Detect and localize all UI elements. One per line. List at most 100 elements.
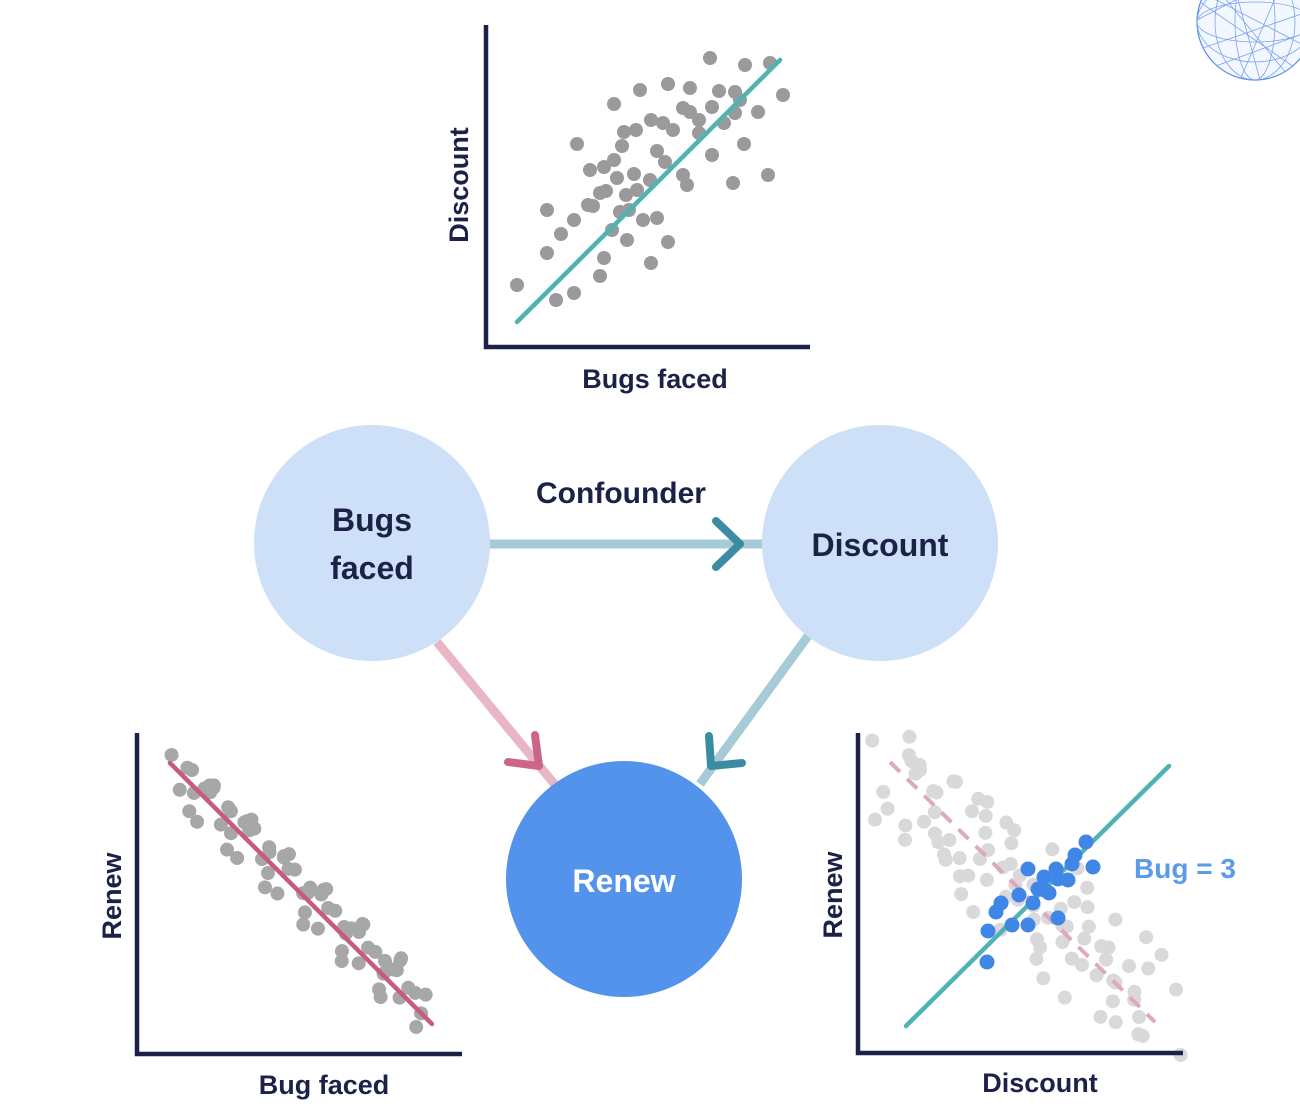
scatter-point: [554, 227, 568, 241]
scatter-point: [898, 832, 913, 847]
scatter-point: [712, 84, 726, 98]
scatter-point: [680, 178, 694, 192]
scatter-point: [978, 808, 993, 823]
scatter-point: [954, 887, 969, 902]
scatter-point: [180, 760, 195, 775]
axes: [855, 733, 1183, 1056]
scatter-point: [676, 101, 690, 115]
scatter-point: [164, 747, 179, 762]
scatter-point: [1131, 1027, 1146, 1042]
scatter-point: [615, 139, 629, 153]
scatter-point: [1078, 834, 1094, 850]
regression-line: [167, 760, 435, 1027]
scatter-point: [644, 256, 658, 270]
scatter-point: [230, 850, 245, 865]
scatter-point: [1131, 1010, 1146, 1025]
plot-top: Bugs faced Discount: [444, 25, 810, 394]
scatter-point: [607, 97, 621, 111]
scatter-point: [296, 917, 311, 932]
scatter-point: [540, 203, 554, 217]
scatter-point: [1094, 939, 1109, 954]
svg-text:Renew: Renew: [572, 863, 675, 899]
scatter-point: [261, 866, 276, 881]
scatter-point: [636, 213, 650, 227]
scatter-point: [1036, 882, 1052, 898]
scatter-point: [1077, 931, 1092, 946]
scatter-point: [705, 148, 719, 162]
scatter-point: [1139, 930, 1154, 945]
scatter-point: [567, 286, 581, 300]
scatter-point: [351, 925, 366, 940]
scatter-point: [617, 125, 631, 139]
scatter-point: [321, 900, 336, 915]
scatter-point: [510, 278, 524, 292]
scatter-point: [927, 805, 942, 820]
scatter-point: [583, 163, 597, 177]
scatter-point: [373, 990, 388, 1005]
scatter-point: [593, 269, 607, 283]
scatter-point: [586, 199, 600, 213]
svg-text:faced: faced: [330, 550, 414, 586]
scatter-point: [980, 923, 996, 939]
scatter-point: [1004, 836, 1019, 851]
scatter-point: [979, 872, 994, 887]
scatter-point: [570, 137, 584, 151]
scatter-point: [880, 801, 895, 816]
scatter-point: [314, 887, 329, 902]
scatter-point: [630, 183, 644, 197]
scatter-point: [1050, 910, 1066, 926]
scatter-point: [1020, 861, 1036, 877]
scatter-point: [1154, 947, 1169, 962]
highlighted-points: [979, 834, 1101, 970]
overall-trend-dashed: [888, 760, 1157, 1024]
scatter-point: [1007, 823, 1022, 838]
scatter-point: [182, 804, 197, 819]
scatter-point: [937, 847, 952, 862]
scatter-point: [276, 850, 291, 865]
regression-line: [514, 57, 783, 325]
scatter-point: [901, 748, 916, 763]
x-axis-label: Discount: [982, 1068, 1098, 1098]
scatter-point: [656, 116, 670, 130]
node-discount: Discount: [762, 425, 998, 661]
scatter-point: [303, 880, 318, 895]
scatter-point: [1105, 994, 1120, 1009]
scatter-point: [418, 987, 433, 1002]
scatter-point: [1036, 869, 1052, 885]
scatter-point: [867, 812, 882, 827]
scatter-point: [1108, 912, 1123, 927]
scatter-point: [776, 88, 790, 102]
scatter-point: [738, 58, 752, 72]
scatter-point: [1141, 961, 1156, 976]
scatter-point: [334, 954, 349, 969]
scatter-point: [1169, 982, 1184, 997]
scatter-point: [1067, 847, 1083, 863]
node-renew: Renew: [506, 761, 742, 997]
scatter-point: [220, 842, 235, 857]
scatter-point: [203, 785, 218, 800]
scatter-point: [1057, 990, 1072, 1005]
scatter-point: [221, 800, 236, 815]
confounder-label: Confounder: [536, 477, 706, 510]
wireframe-sphere-icon: [1196, 0, 1300, 81]
scatter-point: [946, 774, 961, 789]
scatter-point: [908, 766, 923, 781]
scatter-point: [1080, 900, 1095, 915]
scatter-point: [262, 840, 277, 855]
x-axis-label: Bug faced: [259, 1070, 390, 1100]
scatter-point: [1127, 984, 1142, 999]
scatter-point: [726, 176, 740, 190]
scatter-point: [1036, 971, 1051, 986]
scatter-point: [610, 171, 624, 185]
x-axis-label: Bugs faced: [582, 364, 728, 394]
scatter-point: [761, 168, 775, 182]
scatter-point: [627, 167, 641, 181]
scatter-point: [650, 144, 664, 158]
scatter-point: [213, 817, 228, 832]
scatter-point: [242, 823, 257, 838]
scatter-point: [1025, 895, 1041, 911]
scatter-point: [980, 794, 995, 809]
scatter-point: [620, 233, 634, 247]
scatter-point: [599, 184, 613, 198]
